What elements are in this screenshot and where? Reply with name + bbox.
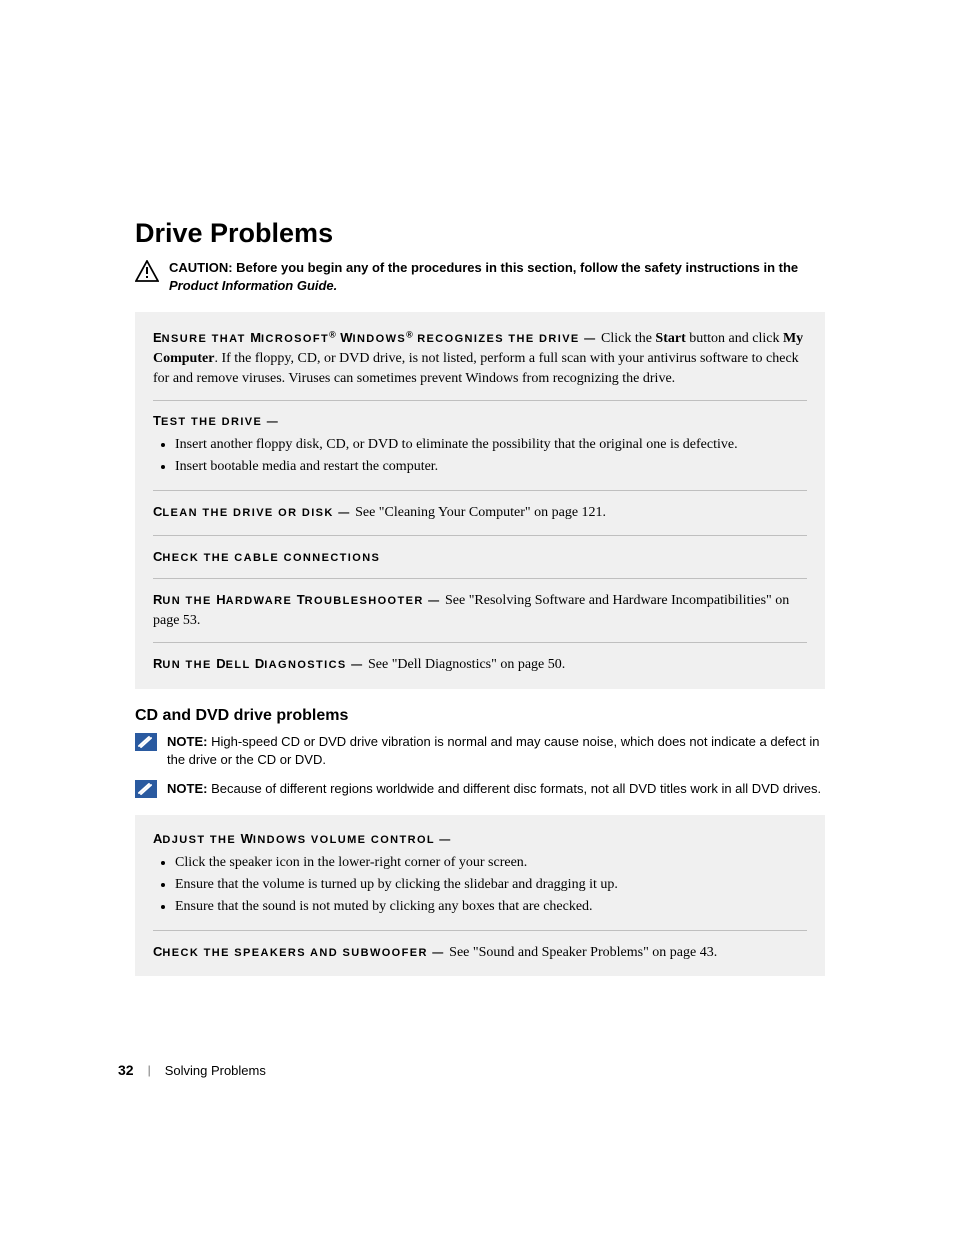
- volume-bullet-2: Ensure that the sound is not muted by cl…: [175, 896, 807, 918]
- note-2-label: NOTE:: [167, 781, 207, 796]
- body-ensure-post: . If the floppy, CD, or DVD drive, is no…: [153, 351, 799, 386]
- block-clean-drive: Clean the drive or disk — See "Cleaning …: [153, 490, 807, 523]
- note-1-label: NOTE:: [167, 734, 207, 749]
- lead-dell: Run the Dell Diagnostics —: [153, 659, 368, 671]
- body-clean: See "Cleaning Your Computer" on page 121…: [355, 505, 606, 520]
- lead-speakers: Check the speakers and subwoofer —: [153, 947, 449, 959]
- note-icon: [135, 780, 157, 803]
- note-1-text: NOTE: High-speed CD or DVD drive vibrati…: [167, 733, 825, 768]
- body-speakers: See "Sound and Speaker Problems" on page…: [449, 945, 717, 960]
- lead-test: Test the drive —: [153, 413, 807, 428]
- subheading-cd-dvd: CD and DVD drive problems: [135, 707, 825, 725]
- body-dell: See "Dell Diagnostics" on page 50.: [368, 657, 565, 672]
- caution-label: CAUTION:: [169, 260, 233, 275]
- caution-suffix: .: [334, 278, 338, 293]
- test-bullet-1: Insert bootable media and restart the co…: [175, 456, 807, 478]
- note-2: NOTE: Because of different regions world…: [135, 780, 825, 803]
- page-footer: 32 | Solving Problems: [118, 1062, 818, 1078]
- lead-clean: Clean the drive or disk —: [153, 507, 355, 519]
- caution-prefix: Before you begin any of the procedures i…: [236, 260, 798, 275]
- note-1-body: High-speed CD or DVD drive vibration is …: [167, 734, 820, 767]
- body-ensure-pre: Click the: [601, 331, 655, 346]
- footer-separator: |: [148, 1063, 151, 1077]
- page-title: Drive Problems: [135, 218, 825, 249]
- footer-section: Solving Problems: [165, 1063, 266, 1078]
- volume-bullet-0: Click the speaker icon in the lower-righ…: [175, 852, 807, 874]
- body-ensure-mid: button and click: [686, 331, 783, 346]
- block-ensure-windows: Ensure that Microsoft® Windows® recogniz…: [153, 328, 807, 388]
- caution-italic: Product Information Guide: [169, 278, 334, 293]
- lead-hw: Run the Hardware Troubleshooter —: [153, 595, 445, 607]
- note-1: NOTE: High-speed CD or DVD drive vibrati…: [135, 733, 825, 768]
- start-bold: Start: [655, 331, 685, 346]
- troubleshoot-panel-2: Adjust the Windows volume control — Clic…: [135, 815, 825, 976]
- test-bullets: Insert another floppy disk, CD, or DVD t…: [153, 434, 807, 477]
- block-check-cables: Check the cable connections: [153, 535, 807, 566]
- note-icon: [135, 733, 157, 756]
- block-volume-control: Adjust the Windows volume control — Clic…: [153, 831, 807, 917]
- block-dell-diagnostics: Run the Dell Diagnostics — See "Dell Dia…: [153, 642, 807, 675]
- lead-cables: Check the cable connections: [153, 552, 380, 564]
- volume-bullet-1: Ensure that the volume is turned up by c…: [175, 874, 807, 896]
- block-speakers: Check the speakers and subwoofer — See "…: [153, 930, 807, 963]
- caution-callout: CAUTION: Before you begin any of the pro…: [135, 259, 825, 294]
- troubleshoot-panel-1: Ensure that Microsoft® Windows® recogniz…: [135, 312, 825, 689]
- lead-ensure: Ensure that Microsoft® Windows® recogniz…: [153, 333, 601, 345]
- test-bullet-0: Insert another floppy disk, CD, or DVD t…: [175, 434, 807, 456]
- caution-text: CAUTION: Before you begin any of the pro…: [169, 259, 825, 294]
- page-number: 32: [118, 1062, 134, 1078]
- caution-icon: [135, 260, 159, 287]
- note-2-text: NOTE: Because of different regions world…: [167, 780, 821, 798]
- lead-volume: Adjust the Windows volume control —: [153, 831, 807, 846]
- block-hardware-troubleshooter: Run the Hardware Troubleshooter — See "R…: [153, 578, 807, 631]
- block-test-drive: Test the drive — Insert another floppy d…: [153, 400, 807, 477]
- volume-bullets: Click the speaker icon in the lower-righ…: [153, 852, 807, 917]
- note-2-body: Because of different regions worldwide a…: [211, 781, 821, 796]
